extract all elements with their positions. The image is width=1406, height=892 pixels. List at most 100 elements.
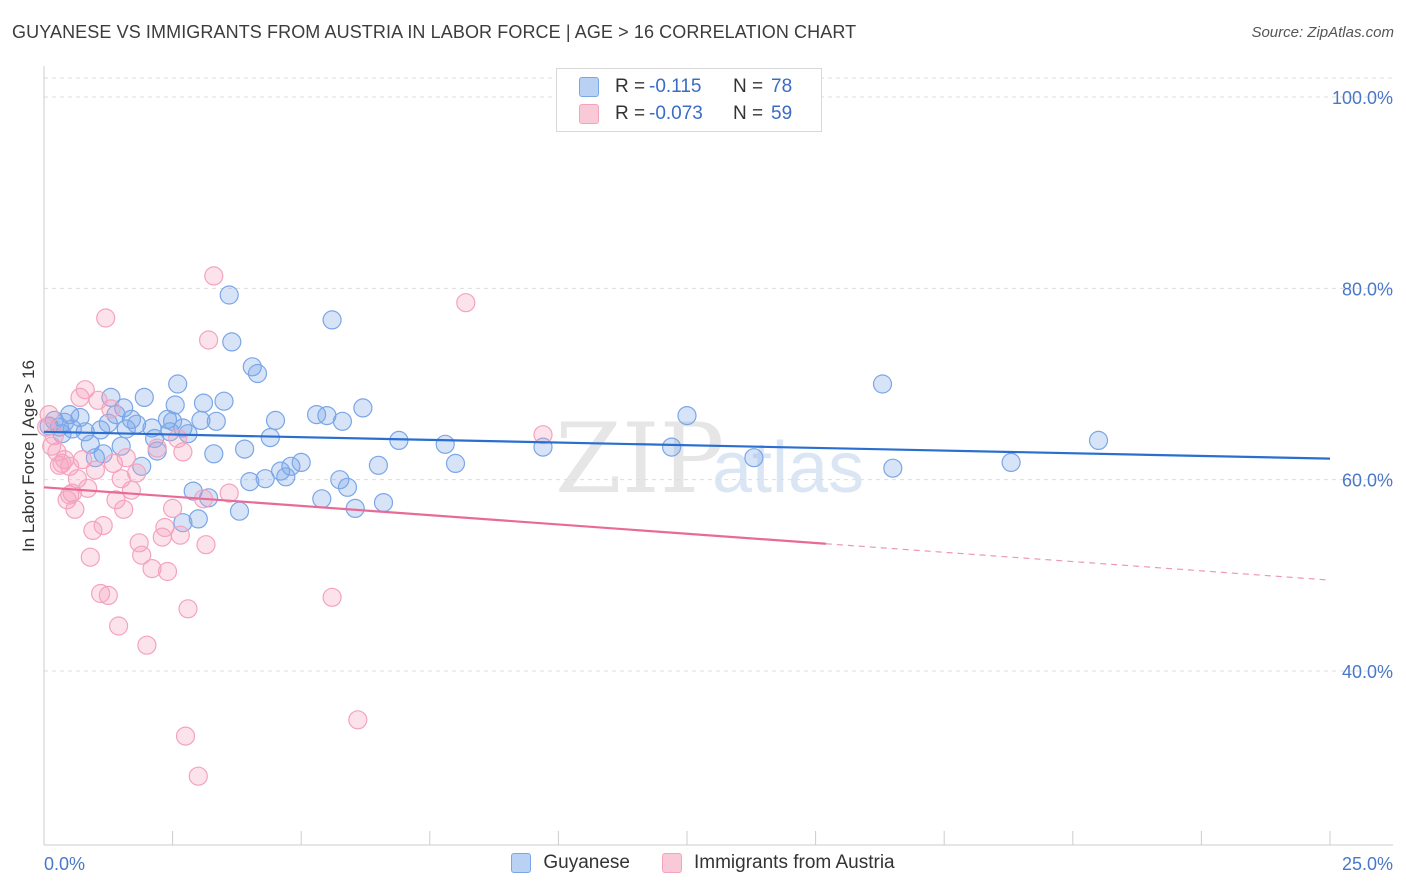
point-guyanese bbox=[322, 310, 342, 330]
series-guyanese-points bbox=[39, 285, 1109, 533]
legend-swatch-guyanese bbox=[511, 853, 532, 873]
point-guyanese bbox=[435, 434, 455, 454]
legend-n-value: 59 bbox=[771, 103, 793, 124]
point-guyanese bbox=[883, 458, 903, 478]
gridlines bbox=[44, 77, 1393, 672]
point-austria bbox=[127, 463, 147, 483]
legend-r-value: -0.115 bbox=[649, 76, 702, 97]
trend-lines bbox=[43, 430, 1331, 581]
point-guyanese bbox=[188, 509, 208, 529]
legend-n-label: N = bbox=[733, 103, 764, 124]
point-austria bbox=[322, 587, 342, 607]
legend-r-label: R = bbox=[615, 103, 646, 124]
point-austria bbox=[90, 583, 111, 604]
point-austria bbox=[178, 599, 198, 619]
point-guyanese bbox=[307, 405, 327, 425]
point-austria bbox=[155, 517, 175, 538]
point-austria bbox=[173, 442, 193, 462]
point-austria bbox=[175, 726, 196, 746]
y-tick-label: 40.0% bbox=[1342, 662, 1393, 682]
trend-line-austria bbox=[43, 486, 826, 545]
x-tick-label-max: 25.0% bbox=[1342, 854, 1393, 874]
point-austria bbox=[114, 499, 134, 519]
point-guyanese bbox=[330, 470, 350, 490]
y-tick-label: 80.0% bbox=[1342, 279, 1393, 299]
point-guyanese bbox=[168, 374, 188, 394]
point-austria bbox=[121, 480, 141, 500]
point-austria bbox=[132, 545, 152, 565]
point-austria bbox=[157, 561, 178, 582]
trend-line-austria-extrapolated bbox=[825, 543, 1331, 581]
point-austria bbox=[163, 498, 183, 518]
point-austria bbox=[75, 380, 95, 400]
point-guyanese bbox=[677, 406, 697, 426]
legend-item-austria: Immigrants from Austria bbox=[662, 852, 895, 874]
point-guyanese bbox=[204, 444, 224, 464]
point-guyanese bbox=[265, 410, 286, 430]
point-austria bbox=[116, 448, 136, 468]
point-guyanese bbox=[235, 439, 255, 459]
point-guyanese bbox=[165, 395, 185, 415]
point-guyanese bbox=[255, 469, 275, 489]
point-guyanese bbox=[872, 374, 893, 394]
point-guyanese bbox=[173, 513, 193, 533]
legend-swatch-guyanese bbox=[579, 77, 599, 97]
watermark-atlas: atlas bbox=[712, 428, 864, 508]
point-guyanese bbox=[222, 332, 242, 352]
point-austria bbox=[65, 499, 85, 519]
point-austria bbox=[199, 330, 219, 350]
series-legend: Guyanese Immigrants from Austria bbox=[0, 852, 1406, 874]
point-austria bbox=[101, 399, 121, 419]
point-guyanese bbox=[353, 398, 373, 418]
point-guyanese bbox=[214, 391, 234, 411]
point-austria bbox=[533, 425, 553, 445]
point-guyanese bbox=[281, 456, 301, 476]
point-austria bbox=[85, 460, 106, 480]
point-guyanese bbox=[368, 455, 388, 475]
point-guyanese bbox=[1001, 452, 1021, 472]
legend-n-label: N = bbox=[733, 76, 764, 97]
point-guyanese bbox=[70, 407, 90, 428]
legend-row-austria: R = -0.073 N = 59 bbox=[579, 101, 792, 127]
point-austria bbox=[93, 515, 113, 536]
y-tick-label: 60.0% bbox=[1342, 471, 1393, 491]
point-guyanese bbox=[229, 501, 250, 521]
point-guyanese bbox=[240, 472, 260, 492]
point-guyanese bbox=[337, 477, 358, 497]
point-guyanese bbox=[134, 387, 154, 407]
point-austria bbox=[108, 616, 129, 636]
y-tick-label: 100.0% bbox=[1332, 88, 1393, 108]
point-guyanese bbox=[111, 436, 131, 456]
watermark: ZIP atlas bbox=[555, 403, 864, 515]
point-guyanese bbox=[219, 285, 239, 305]
legend-swatch-austria bbox=[662, 853, 682, 873]
point-guyanese bbox=[312, 489, 332, 509]
legend-r-label: R = bbox=[615, 76, 646, 97]
point-austria bbox=[98, 585, 118, 606]
point-austria bbox=[188, 766, 208, 786]
axis-ticks: 100.0% 80.0% 60.0% 40.0% bbox=[1332, 88, 1393, 682]
point-austria bbox=[196, 535, 216, 555]
point-austria bbox=[348, 710, 368, 730]
point-guyanese bbox=[90, 420, 111, 440]
point-guyanese bbox=[373, 493, 394, 513]
point-austria bbox=[96, 308, 116, 328]
point-guyanese bbox=[744, 448, 764, 468]
point-austria bbox=[129, 533, 149, 553]
watermark-zip: ZIP bbox=[555, 403, 724, 515]
point-guyanese bbox=[206, 411, 226, 431]
point-austria bbox=[83, 520, 103, 541]
point-austria bbox=[39, 405, 59, 425]
point-guyanese bbox=[93, 444, 113, 464]
point-austria bbox=[456, 293, 476, 313]
point-guyanese bbox=[661, 437, 682, 457]
point-guyanese bbox=[271, 461, 291, 481]
point-austria bbox=[78, 478, 98, 498]
y-axis-label: In Labor Force | Age > 16 bbox=[19, 360, 38, 552]
point-austria bbox=[219, 483, 239, 503]
legend-item-guyanese: Guyanese bbox=[511, 852, 630, 874]
point-austria bbox=[137, 635, 157, 655]
point-austria bbox=[142, 558, 162, 579]
legend-n-value: 78 bbox=[771, 76, 793, 97]
legend-label-guyanese: Guyanese bbox=[543, 852, 630, 873]
